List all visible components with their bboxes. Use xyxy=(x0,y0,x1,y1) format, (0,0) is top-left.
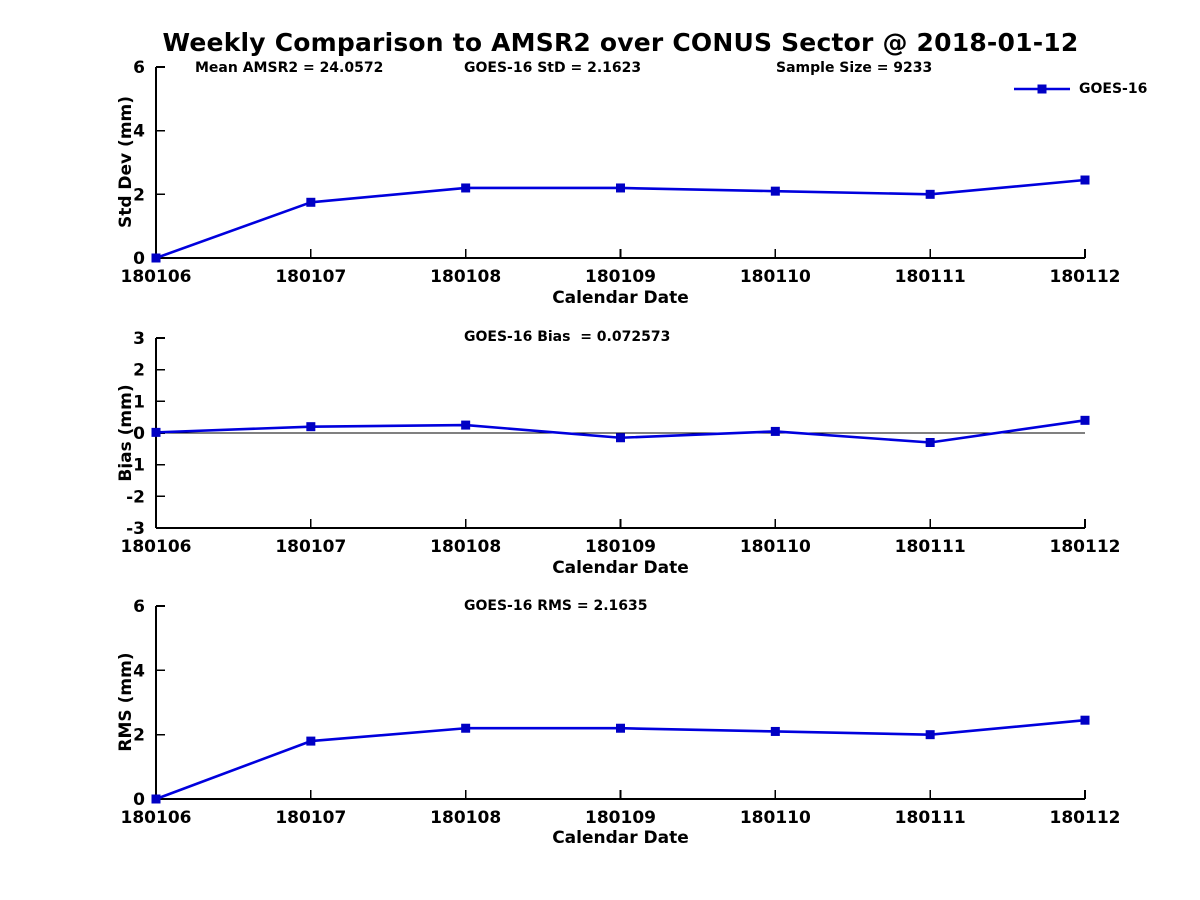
y-axis-label-std-dev: Std Dev (mm) xyxy=(116,95,136,229)
annotation-mean-amsr2: Mean AMSR2 = 24.0572 xyxy=(195,60,384,76)
data-point-marker xyxy=(925,189,935,199)
y-tick-label: 6 xyxy=(133,58,145,78)
x-tick-label: 180106 xyxy=(121,267,192,287)
x-tick-label: 180110 xyxy=(740,267,811,287)
y-tick-label: 2 xyxy=(133,726,145,746)
data-point-marker xyxy=(616,183,625,193)
subplot-bias: -3 -2 -1 0 1 2 3 180106 180107 180108 180109 180110… xyxy=(121,329,1121,557)
data-point-marker xyxy=(461,723,471,733)
data-point-marker xyxy=(770,186,780,196)
data-point-marker xyxy=(616,723,625,733)
x-axis-label-3: Calendar Date xyxy=(552,828,689,848)
y-tick-label: 0 xyxy=(133,424,145,444)
y-axis-label-bias: Bias (mm) xyxy=(116,384,136,482)
annotation-goes16-rms: GOES-16 RMS = 2.1635 xyxy=(464,598,648,614)
x-axis-label-2: Calendar Date xyxy=(552,558,689,578)
y-tick-label: 2 xyxy=(133,185,145,205)
data-point-marker xyxy=(306,197,316,207)
data-point-marker xyxy=(1080,715,1090,725)
data-point-marker xyxy=(461,420,471,430)
x-tick-label: 180110 xyxy=(740,537,811,557)
data-point-marker xyxy=(770,726,780,736)
y-tick-label: 2 xyxy=(133,361,145,381)
y-axis-label-rms: RMS (mm) xyxy=(116,652,136,752)
data-point-marker xyxy=(925,438,935,447)
data-point-marker xyxy=(461,183,471,193)
data-point-marker xyxy=(151,427,161,437)
y-tick-label: 3 xyxy=(133,329,145,349)
legend-label: GOES-16 xyxy=(1079,81,1148,97)
legend-marker-icon xyxy=(1037,84,1047,94)
y-tick-label: -2 xyxy=(126,487,145,507)
y-tick-label: 4 xyxy=(133,122,145,142)
data-point-marker xyxy=(925,730,935,740)
y-tick-label: -3 xyxy=(126,519,145,539)
y-tick-label: 1 xyxy=(133,392,145,412)
annotation-sample-size: Sample Size = 9233 xyxy=(776,60,933,76)
x-tick-label: 180108 xyxy=(430,267,501,287)
data-point-marker xyxy=(1080,175,1090,185)
x-tick-label: 180106 xyxy=(121,808,192,828)
x-axis-label-1: Calendar Date xyxy=(552,288,689,308)
annotation-goes16-bias: GOES-16 Bias = 0.072573 xyxy=(464,329,671,345)
x-tick-label: 180106 xyxy=(121,537,192,557)
figure-title: Weekly Comparison to AMSR2 over CONUS Se… xyxy=(162,28,1079,57)
annotation-goes16-std: GOES-16 StD = 2.1623 xyxy=(464,60,642,76)
x-tick-label: 180109 xyxy=(585,537,656,557)
x-tick-label: 180107 xyxy=(275,537,346,557)
y-tick-label: 6 xyxy=(133,597,145,617)
x-tick-label: 180112 xyxy=(1050,267,1121,287)
y-tick-label: 0 xyxy=(133,790,145,810)
legend: GOES-16 xyxy=(1014,80,1147,98)
legend-swatch xyxy=(1014,84,1070,94)
data-point-marker xyxy=(770,426,780,436)
x-tick-label: 180112 xyxy=(1050,808,1121,828)
x-tick-label: 180111 xyxy=(895,808,966,828)
data-point-marker xyxy=(616,433,625,443)
x-tick-label: 180108 xyxy=(430,537,501,557)
y-tick-label: 0 xyxy=(133,249,145,269)
data-point-marker xyxy=(151,253,161,263)
x-tick-label: 180112 xyxy=(1050,537,1121,557)
x-tick-label: 180110 xyxy=(740,808,811,828)
x-tick-label: 180107 xyxy=(275,267,346,287)
x-tick-label: 180111 xyxy=(895,537,966,557)
y-tick-label: 4 xyxy=(133,661,145,681)
data-point-marker xyxy=(151,794,161,804)
data-point-marker xyxy=(1080,415,1090,425)
x-tick-label: 180109 xyxy=(585,808,656,828)
x-tick-label: 180111 xyxy=(895,267,966,287)
data-point-marker xyxy=(306,736,316,746)
x-tick-label: 180107 xyxy=(275,808,346,828)
data-point-marker xyxy=(306,422,316,432)
x-tick-label: 180108 xyxy=(430,808,501,828)
subplot-std-dev: 0 2 4 6 180106 180107 180108 180109 180110 180111… xyxy=(121,58,1121,287)
subplot-rms: 0 2 4 6 180106 180107 180108 180109 180110 180111… xyxy=(121,597,1121,828)
x-tick-label: 180109 xyxy=(585,267,656,287)
y-tick-label: -1 xyxy=(126,456,145,476)
